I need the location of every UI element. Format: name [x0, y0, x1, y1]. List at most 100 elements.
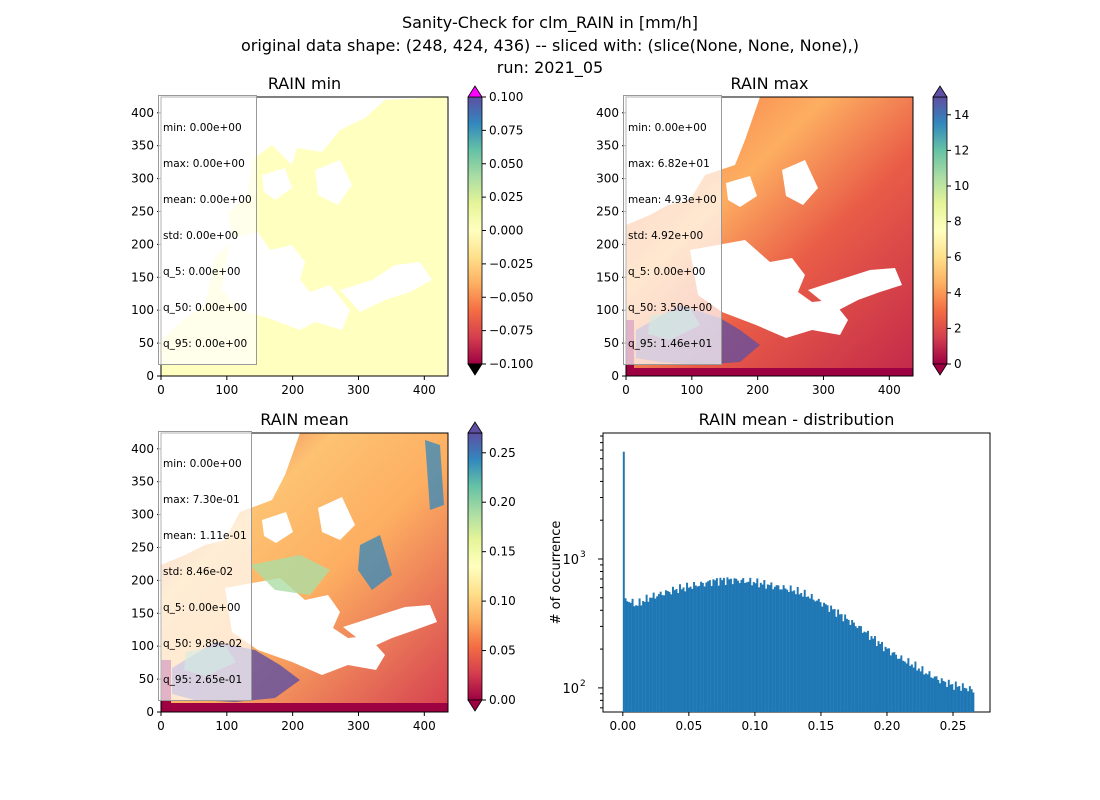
histogram-bar: [812, 599, 815, 712]
panel-title: RAIN mean: [260, 410, 349, 429]
histogram-bar: [896, 658, 899, 712]
histogram-bar: [638, 598, 641, 712]
histogram-bar: [719, 577, 722, 712]
colorbar-tick-label: −0.050: [489, 290, 533, 304]
histogram-bar: [763, 580, 766, 712]
histogram-bar: [717, 585, 720, 712]
histogram-bar: [942, 680, 945, 712]
stats-box-rain-min: min: 0.00e+00 max: 0.00e+00 mean: 0.00e+…: [158, 95, 257, 365]
histogram-bar: [736, 580, 739, 712]
histogram-bar: [729, 578, 732, 712]
histogram-bar: [881, 641, 884, 712]
stat-line: std: 4.92e+00: [628, 230, 704, 242]
stats-box-rain-max: min: 0.00e+00 max: 6.82e+01 mean: 4.93e+…: [623, 95, 722, 365]
colorbar-tick-label: 2: [954, 321, 962, 335]
colorbar-tick-label: 12: [954, 143, 969, 157]
histogram-bar: [661, 595, 664, 712]
histogram-bar: [868, 639, 871, 712]
histogram-bar: [793, 590, 796, 712]
histogram-bar: [858, 625, 861, 712]
histogram-bar: [675, 589, 678, 712]
stat-line: q_95: 0.00e+00: [163, 338, 248, 350]
y-tick-label: 250: [131, 204, 154, 218]
y-tick-label: 10: [562, 682, 579, 697]
histogram-bar: [693, 581, 696, 712]
colorbar: [467, 96, 483, 365]
histogram-bar: [735, 578, 738, 712]
histogram-bar: [970, 689, 973, 712]
histogram-bar: [691, 588, 694, 712]
histogram-bar: [810, 593, 813, 712]
histogram-bar: [652, 592, 655, 712]
colorbar-tick-label: 0.05: [489, 644, 516, 658]
x-tick-label: 0.15: [808, 719, 835, 733]
histogram-bar: [636, 605, 639, 712]
y-tick-label: 300: [131, 172, 154, 186]
sea-mask: [343, 605, 437, 648]
colorbar-tick-label: 10: [954, 179, 969, 193]
sea-mask: [726, 176, 757, 207]
histogram-bar: [900, 655, 903, 712]
histogram-bar: [707, 581, 710, 712]
histogram-bar: [946, 686, 948, 712]
histogram-bar: [872, 638, 875, 712]
histogram-bar: [773, 586, 776, 712]
colorbar: [932, 96, 948, 365]
stat-line: q_95: 1.46e+01: [628, 338, 713, 350]
y-tick-label: 0: [146, 705, 154, 719]
histogram-bar: [930, 677, 933, 712]
histogram-bar: [967, 691, 970, 712]
histogram-bar: [698, 585, 701, 712]
histogram-bar: [633, 606, 636, 712]
stat-line: min: 0.00e+00: [163, 458, 242, 470]
histogram-bar: [670, 594, 673, 712]
histogram-bar: [933, 676, 936, 712]
histogram-bar: [777, 585, 780, 712]
y-tick-label: 100: [131, 639, 154, 653]
x-tick-label: 0.10: [742, 719, 769, 733]
histogram-bar: [831, 609, 834, 712]
x-tick-label: 0: [622, 383, 630, 397]
y-tick-label: 300: [596, 172, 619, 186]
colorbar-tick-label: −0.025: [489, 257, 533, 271]
histogram-bar: [726, 577, 729, 712]
histogram-bar: [631, 598, 634, 712]
y-tick-label: 10: [562, 553, 579, 568]
histogram-bar: [731, 584, 734, 712]
colorbar-tick-label: 0.20: [489, 495, 516, 509]
histogram-bar: [821, 606, 824, 712]
histogram-bar: [791, 591, 794, 712]
stat-line: q_50: 3.50e+00: [628, 302, 713, 314]
y-tick-label: 400: [131, 442, 154, 456]
histogram-bar: [877, 641, 880, 712]
histogram-bar: [775, 585, 778, 712]
colorbar-tick-label: −0.075: [489, 324, 533, 338]
histogram-bar: [882, 651, 885, 712]
panel-title: RAIN mean - distribution: [699, 410, 895, 429]
histogram-bar: [622, 451, 625, 712]
wet-region: [358, 535, 392, 590]
histogram-bar: [837, 609, 840, 712]
colorbar-extend-top: [467, 85, 483, 98]
histogram-bar: [910, 664, 913, 712]
y-tick-label: 150: [131, 270, 154, 284]
x-tick-label: 400: [413, 719, 436, 733]
histogram-bar: [956, 686, 959, 712]
histogram-bar: [784, 588, 787, 712]
histogram-bar: [870, 636, 873, 712]
histogram-bar: [824, 604, 827, 712]
histogram-bar: [694, 585, 697, 712]
histogram-bar: [944, 681, 947, 712]
histogram-bar: [914, 661, 917, 712]
y-tick-label: 400: [131, 106, 154, 120]
y-tick-label: 200: [131, 237, 154, 251]
histogram-bar: [801, 596, 804, 712]
x-tick-label: 0.05: [675, 719, 702, 733]
colorbar-extend-bottom: [467, 363, 483, 376]
histogram-bar: [796, 586, 799, 712]
y-tick-label: 150: [131, 606, 154, 620]
histogram-bar: [830, 605, 833, 712]
colorbar-tick-label: 0.10: [489, 594, 516, 608]
histogram-bar: [947, 679, 950, 712]
histogram-bar: [765, 588, 768, 712]
